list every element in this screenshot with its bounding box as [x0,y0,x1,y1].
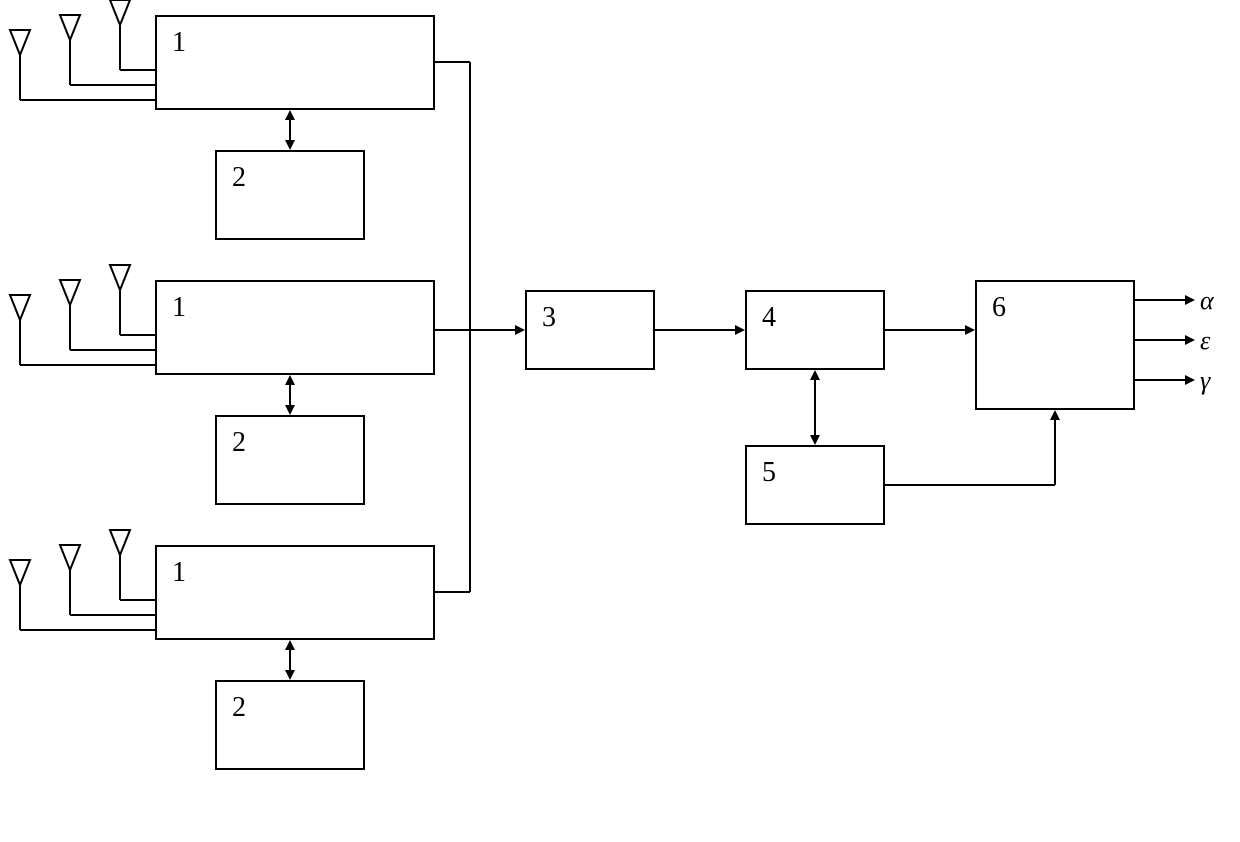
block-2a: 2 [215,150,365,240]
block-2b-label: 2 [232,427,246,459]
block-1a: 1 [155,15,435,110]
block-4: 4 [745,290,885,370]
conn-5-6 [885,412,1055,485]
block-2b: 2 [215,415,365,505]
block-4-label: 4 [762,302,776,334]
block-1b: 1 [155,280,435,375]
antenna-group-b [10,265,155,365]
block-2a-label: 2 [232,162,246,194]
antenna-group-c [10,530,155,630]
antenna-group-a [10,0,155,100]
bus-to-3 [435,62,523,592]
block-1b-label: 1 [172,292,186,324]
block-1c: 1 [155,545,435,640]
block-2c: 2 [215,680,365,770]
block-3: 3 [525,290,655,370]
block-1c-label: 1 [172,557,186,589]
block-5-label: 5 [762,457,776,489]
output-alpha: α [1200,286,1214,316]
block-5: 5 [745,445,885,525]
output-gamma: γ [1200,366,1210,396]
block-2c-label: 2 [232,692,246,724]
block-6: 6 [975,280,1135,410]
diagram-connections [0,0,1240,842]
block-1a-label: 1 [172,27,186,59]
output-epsilon: ε [1200,326,1210,356]
block-6-label: 6 [992,292,1006,324]
block-3-label: 3 [542,302,556,334]
